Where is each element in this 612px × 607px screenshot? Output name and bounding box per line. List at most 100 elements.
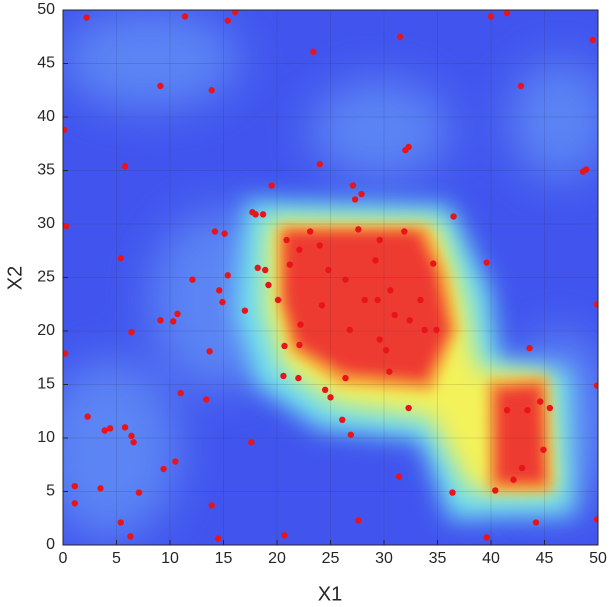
point xyxy=(160,465,167,473)
point xyxy=(537,398,544,405)
y-tick-label: 40 xyxy=(37,108,55,125)
point xyxy=(421,326,428,334)
point xyxy=(241,307,249,314)
point xyxy=(214,535,222,542)
point xyxy=(296,341,303,349)
point xyxy=(281,532,288,539)
point xyxy=(232,10,239,16)
point xyxy=(219,298,226,306)
point xyxy=(262,266,269,274)
x-tick-label: 15 xyxy=(215,550,233,567)
point xyxy=(224,17,231,24)
point xyxy=(540,446,547,453)
point xyxy=(347,431,355,438)
y-tick-label: 35 xyxy=(37,162,55,179)
point xyxy=(128,432,135,440)
point xyxy=(157,82,164,90)
point xyxy=(374,296,381,304)
point xyxy=(546,404,554,412)
heatmap-red xyxy=(285,232,544,482)
point xyxy=(280,372,287,380)
point xyxy=(532,519,540,526)
x-tick-label: 50 xyxy=(589,550,607,567)
x-tick-label: 5 xyxy=(112,550,121,567)
point xyxy=(395,473,403,480)
point xyxy=(265,281,272,289)
point xyxy=(450,213,457,220)
point xyxy=(349,182,357,189)
point xyxy=(135,489,143,496)
point xyxy=(593,301,598,308)
point xyxy=(121,163,129,170)
x-tick-label: 0 xyxy=(59,550,68,567)
point xyxy=(211,228,219,235)
point xyxy=(216,287,223,294)
point xyxy=(259,211,267,218)
point xyxy=(321,386,329,394)
x-tick-label: 20 xyxy=(268,550,286,567)
point xyxy=(401,228,408,235)
point xyxy=(342,374,349,382)
point xyxy=(510,476,517,483)
point xyxy=(128,328,135,336)
point xyxy=(63,126,68,134)
point xyxy=(295,374,302,382)
point xyxy=(63,350,69,357)
point xyxy=(346,326,353,334)
point xyxy=(97,485,104,492)
point xyxy=(117,519,124,526)
point xyxy=(583,166,590,173)
point xyxy=(316,242,323,249)
point xyxy=(376,336,383,343)
point xyxy=(524,406,531,414)
y-tick-label: 25 xyxy=(37,269,55,286)
point xyxy=(206,348,213,355)
point xyxy=(387,287,394,294)
point xyxy=(526,344,533,352)
point xyxy=(248,439,255,446)
point xyxy=(483,259,490,266)
plot-frame xyxy=(62,9,599,546)
point xyxy=(318,302,326,309)
point xyxy=(254,264,261,272)
point xyxy=(342,276,349,283)
point xyxy=(221,230,228,237)
point xyxy=(417,296,424,304)
y-axis-label: X2 xyxy=(4,266,26,290)
point xyxy=(268,182,275,189)
x-tick-label: 25 xyxy=(322,550,340,567)
x-axis-label: X1 xyxy=(318,583,342,605)
point xyxy=(593,516,598,523)
point xyxy=(306,228,314,235)
point xyxy=(286,261,294,268)
point xyxy=(157,317,164,324)
point xyxy=(281,342,288,350)
point xyxy=(84,413,91,420)
point xyxy=(71,482,78,490)
point xyxy=(127,533,134,540)
point xyxy=(433,326,440,334)
point xyxy=(283,236,290,244)
point xyxy=(355,517,362,524)
point xyxy=(386,368,393,375)
point xyxy=(503,10,511,17)
x-tick-label: 35 xyxy=(429,550,447,567)
point xyxy=(316,160,323,168)
point xyxy=(483,534,490,541)
point xyxy=(355,226,362,233)
point xyxy=(518,464,526,472)
point xyxy=(174,310,181,318)
x-tick-label: 10 xyxy=(161,550,179,567)
y-tick-label: 50 xyxy=(37,1,55,18)
point xyxy=(274,296,282,304)
point xyxy=(351,196,359,203)
point xyxy=(63,222,70,230)
point xyxy=(208,87,215,94)
point xyxy=(391,311,398,319)
y-tick-label: 5 xyxy=(46,483,55,500)
point xyxy=(310,48,317,55)
point xyxy=(327,394,334,401)
points xyxy=(63,10,598,542)
point xyxy=(492,487,499,494)
